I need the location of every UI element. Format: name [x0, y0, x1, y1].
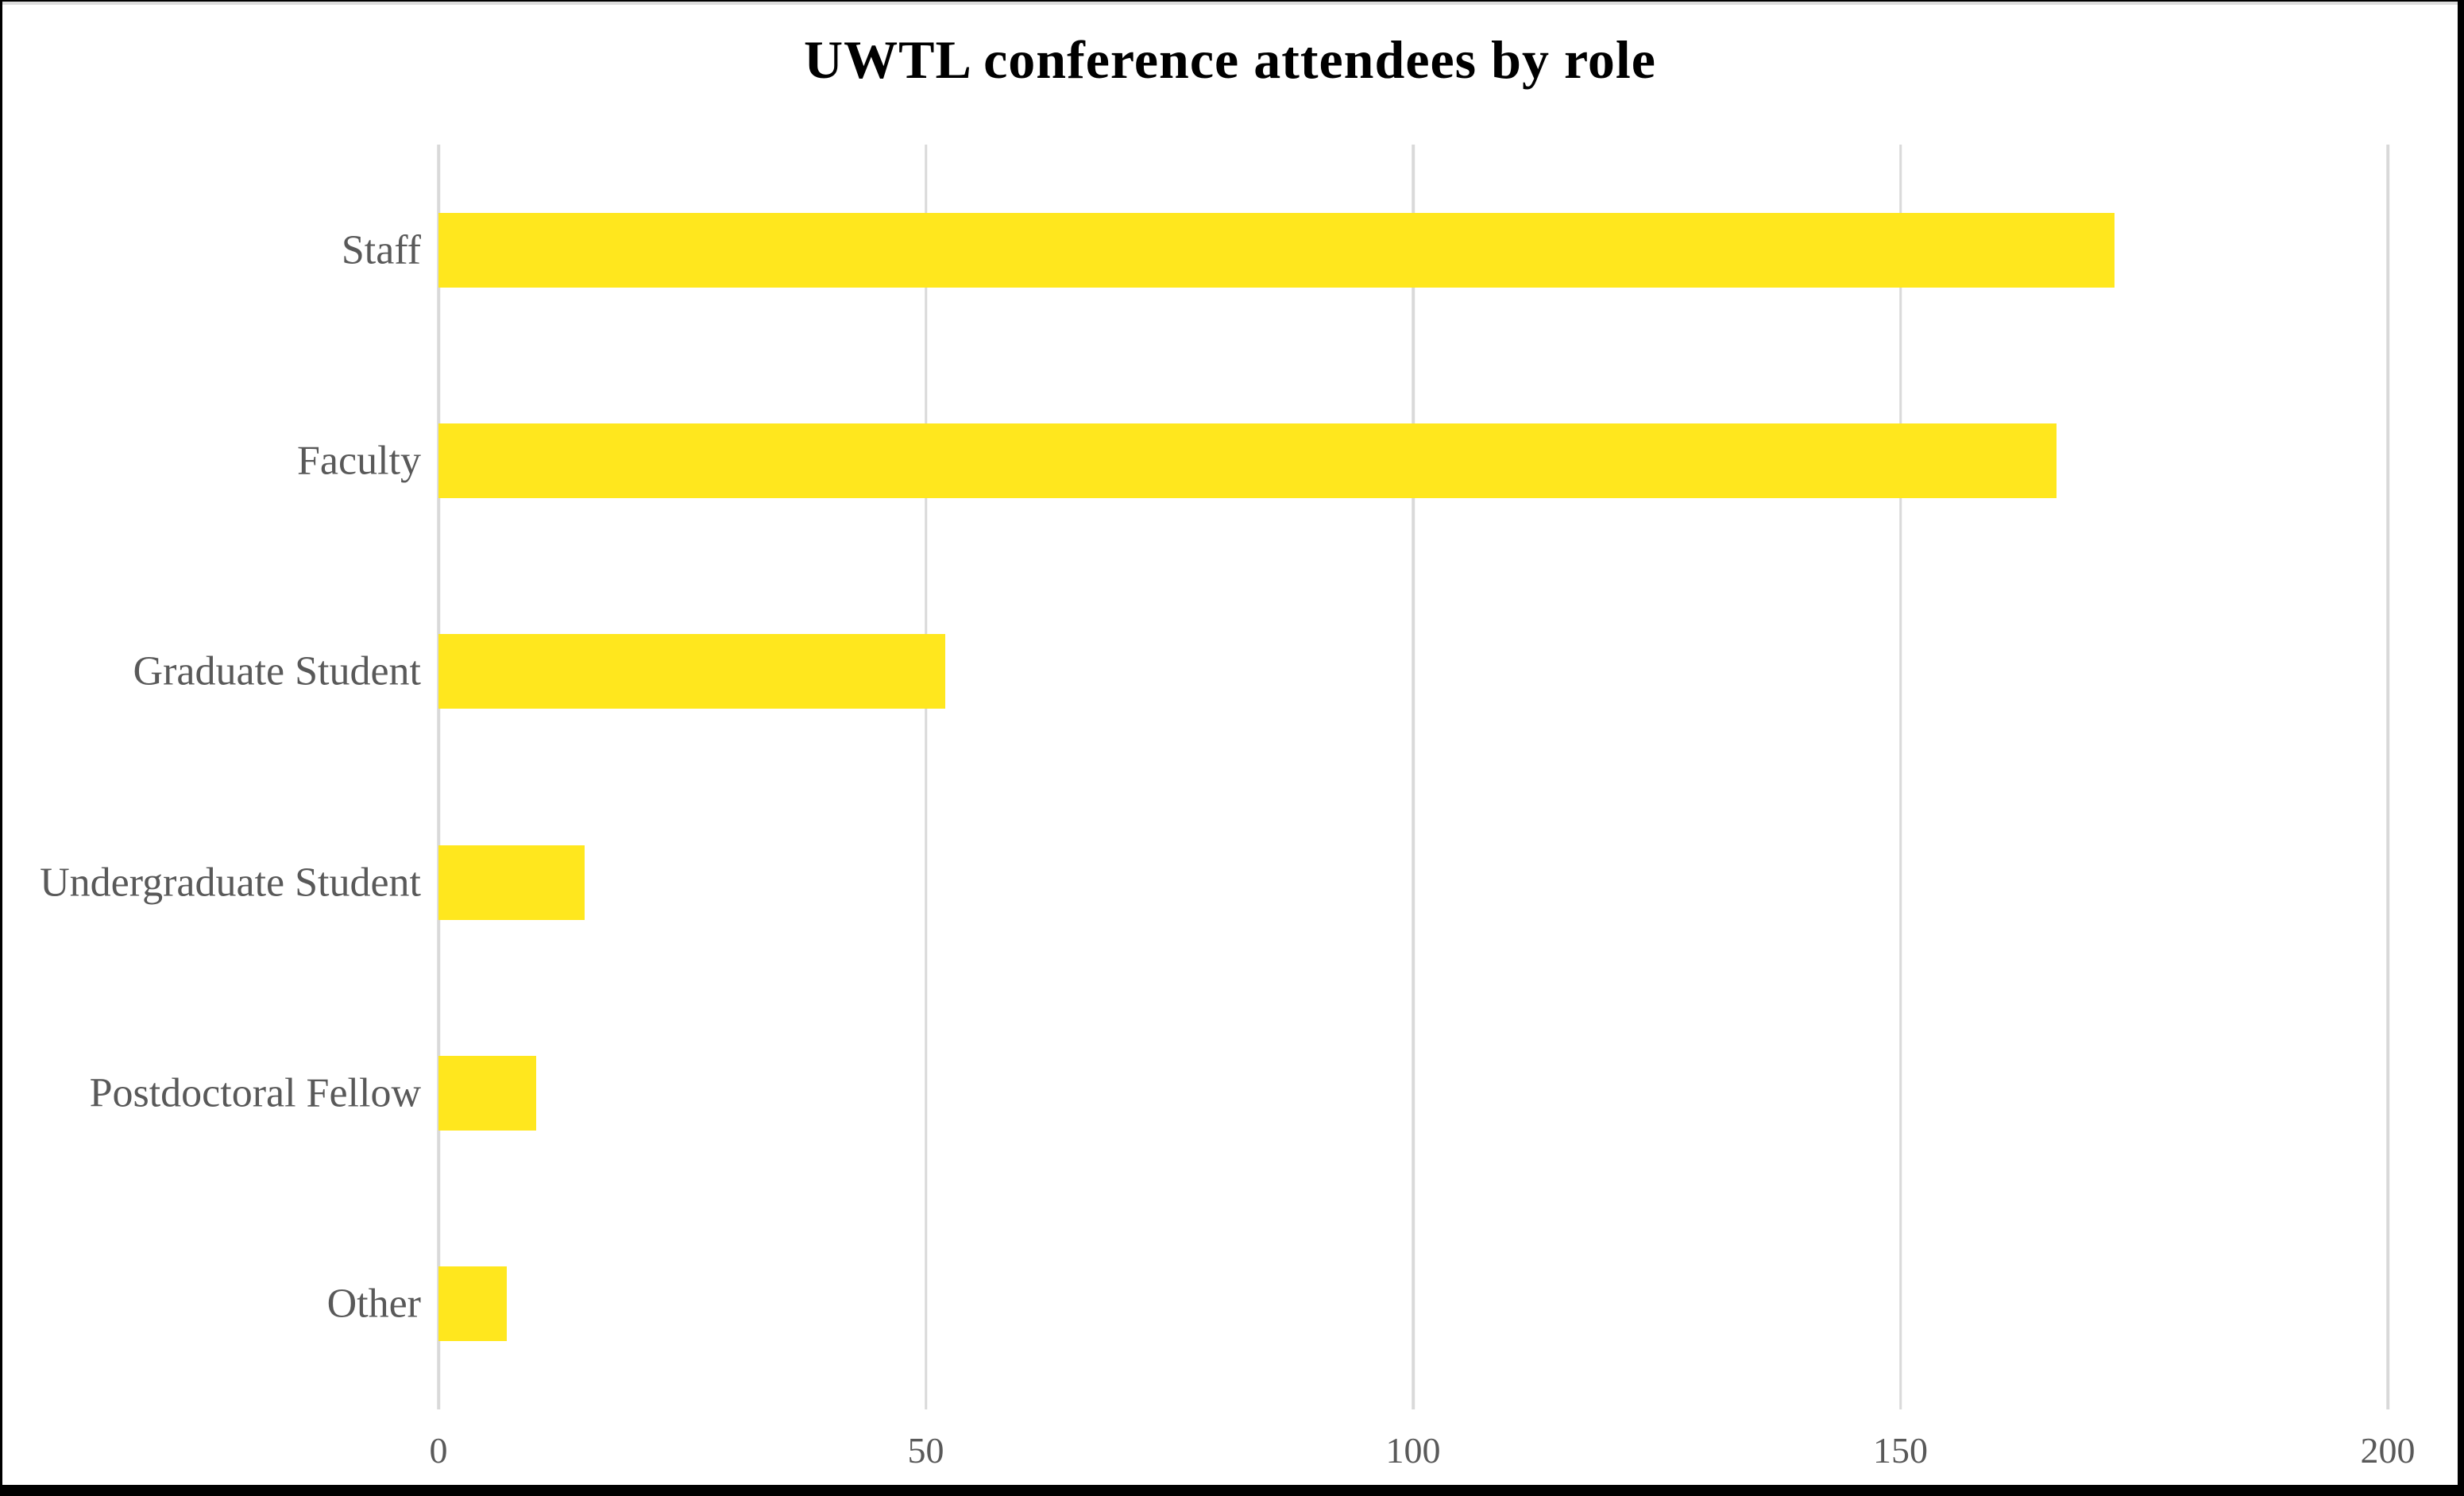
y-category-label: Other: [326, 1281, 421, 1327]
y-category-label: Faculty: [297, 438, 421, 484]
y-axis-labels: Staff Faculty Graduate Student Undergraduat…: [2, 145, 421, 1409]
x-tick-label-0: 0: [429, 1430, 448, 1471]
plot-area: [437, 145, 2389, 1409]
x-tick-label-100: 100: [1385, 1430, 1441, 1471]
x-tick-label-50: 50: [907, 1430, 944, 1471]
bar-other: [438, 1266, 507, 1342]
bar-staff: [438, 212, 2115, 288]
gridline-x-0: [437, 145, 440, 1409]
y-category-label: Undergraduate Student: [40, 860, 421, 906]
x-tick-label-150: 150: [1873, 1430, 1928, 1471]
x-tick-label-200: 200: [2360, 1430, 2416, 1471]
y-category-label: Postdoctoral Fellow: [89, 1070, 421, 1116]
gridline-x-100: [1412, 145, 1415, 1409]
bar-postdoctoral-fellow: [438, 1056, 536, 1131]
bar-faculty: [438, 423, 2057, 498]
chart-title: UWTL conference attendees by role: [804, 29, 1656, 90]
x-axis-labels: 0 50 100 150 200: [430, 1430, 2416, 1494]
gridline-x-200: [2386, 145, 2389, 1409]
y-category-label: Graduate Student: [133, 648, 421, 694]
gridline-x-50: [924, 145, 928, 1409]
bar-graduate-student: [438, 634, 946, 709]
y-category-label: Staff: [341, 227, 421, 273]
bar-undergraduate-student: [438, 845, 585, 920]
gridline-x-150: [1898, 145, 1902, 1409]
